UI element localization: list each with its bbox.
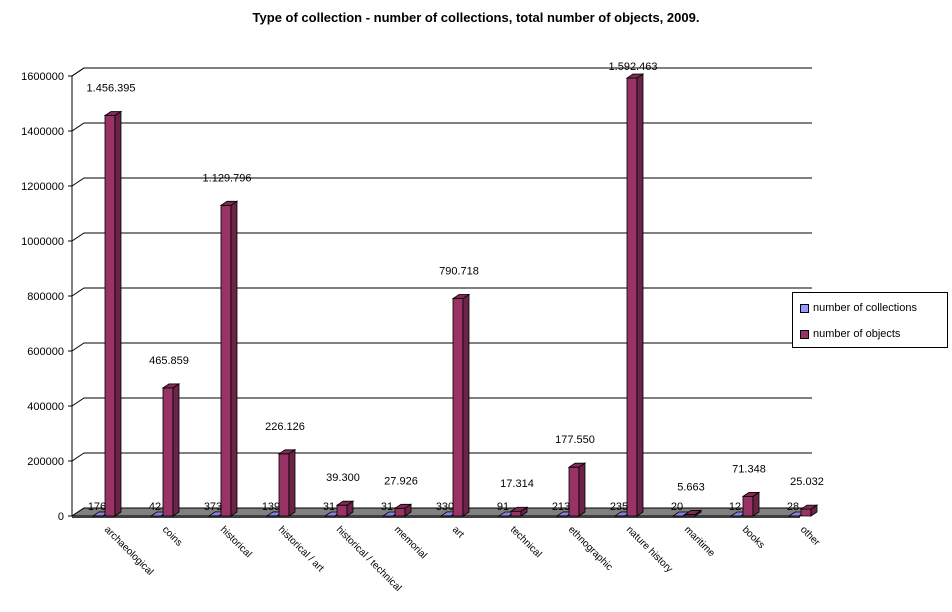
bar-objects-side (404, 503, 412, 517)
data-label-objects: 226.126 (265, 421, 305, 433)
bar-objects-side (578, 462, 586, 517)
data-label-collections: 28 (787, 501, 799, 513)
bar-objects-side (694, 509, 702, 517)
gridline (71, 177, 812, 187)
bar-objects-side (230, 200, 238, 517)
bar-objects-side (636, 73, 644, 517)
gridline (71, 232, 812, 242)
data-label-collections: 42 (149, 501, 161, 513)
gridline (71, 397, 812, 407)
data-label-objects: 5.663 (677, 481, 705, 493)
bar-objects (800, 508, 812, 517)
bar-objects-side (114, 110, 122, 517)
bar-objects (742, 495, 754, 517)
x-tick-label: historical (218, 524, 254, 560)
bar-objects-side (172, 383, 180, 517)
data-label-collections: 31 (381, 501, 393, 513)
data-label-objects: 17.314 (500, 478, 534, 490)
x-tick-label: historical / technical (334, 524, 403, 593)
x-tick-label: maritime (682, 524, 717, 559)
x-tick-label: memorial (392, 524, 429, 561)
bar-objects (104, 115, 116, 517)
x-tick-label: historical / art (276, 524, 326, 574)
bar-objects (626, 77, 638, 517)
y-tick-label: 1600000 (21, 71, 64, 83)
bar-objects-side (752, 491, 760, 517)
data-label-objects: 1.129.796 (203, 172, 252, 184)
gridline (71, 67, 812, 77)
bar-objects-side (810, 504, 818, 517)
bar-objects-side (520, 506, 528, 517)
legend: number of collections number of objects (792, 292, 948, 348)
y-tick-label: 1200000 (21, 181, 64, 193)
bar-objects (394, 507, 406, 517)
y-tick-label: 1000000 (21, 236, 64, 248)
bar-objects-side (462, 293, 470, 517)
legend-label-objects: number of objects (813, 328, 901, 340)
x-tick-label: archaeological (102, 524, 155, 577)
data-label-objects: 71.348 (732, 463, 766, 475)
gridline (71, 342, 812, 352)
bar-objects (510, 510, 522, 517)
data-label-collections: 176 (88, 501, 106, 513)
bar-objects (336, 504, 348, 517)
data-label-collections: 139 (262, 501, 280, 513)
y-tick-label: 600000 (27, 346, 64, 358)
data-label-objects: 1.456.395 (87, 82, 136, 94)
chart-title: Type of collection - number of collectio… (252, 10, 700, 25)
x-tick-label: books (740, 524, 767, 551)
x-tick-label: other (798, 524, 822, 548)
data-label-objects: 790.718 (439, 266, 479, 278)
gridline (71, 452, 812, 462)
y-tick-label: 0 (58, 511, 64, 523)
data-label-collections: 330 (436, 501, 454, 513)
bar-objects-side (346, 500, 354, 517)
bar-objects-side (288, 449, 296, 517)
legend-swatch-collections (800, 304, 809, 313)
chart-floor-edge (72, 516, 800, 518)
data-label-collections: 31 (323, 501, 335, 513)
x-tick-label: coins (160, 524, 184, 548)
y-axis-depth (71, 67, 85, 77)
gridline (71, 122, 812, 132)
y-tick-label: 1400000 (21, 126, 64, 138)
bar-objects (452, 298, 464, 517)
data-label-collections: 373 (204, 501, 222, 513)
bar-objects (220, 204, 232, 517)
legend-item-collections: number of collections (800, 301, 917, 315)
data-label-collections: 91 (497, 501, 509, 513)
data-label-collections: 235 (610, 501, 628, 513)
bar-objects (278, 453, 290, 517)
data-label-objects: 27.926 (384, 475, 418, 487)
y-tick-label: 200000 (27, 456, 64, 468)
gridline (71, 287, 812, 297)
y-tick-label: 800000 (27, 291, 64, 303)
x-tick-label: ethnographic (566, 524, 615, 573)
data-label-objects: 465.859 (149, 355, 189, 367)
x-tick-label: technical (508, 524, 544, 560)
bar-objects (162, 387, 174, 517)
data-label-objects: 1.592.463 (609, 61, 658, 73)
legend-swatch-objects (800, 330, 809, 339)
legend-item-objects: number of objects (800, 327, 901, 341)
data-label-objects: 39.300 (326, 472, 360, 484)
legend-label-collections: number of collections (813, 302, 917, 314)
data-label-objects: 25.032 (790, 476, 824, 488)
y-tick-label: 400000 (27, 401, 64, 413)
data-label-collections: 12 (729, 501, 741, 513)
x-tick-label: art (450, 524, 466, 540)
data-label-collections: 20 (671, 501, 683, 513)
x-tick-label: nature history (624, 524, 675, 575)
data-label-objects: 177.550 (555, 434, 595, 446)
bar-objects (568, 466, 580, 517)
data-label-collections: 213 (552, 501, 570, 513)
